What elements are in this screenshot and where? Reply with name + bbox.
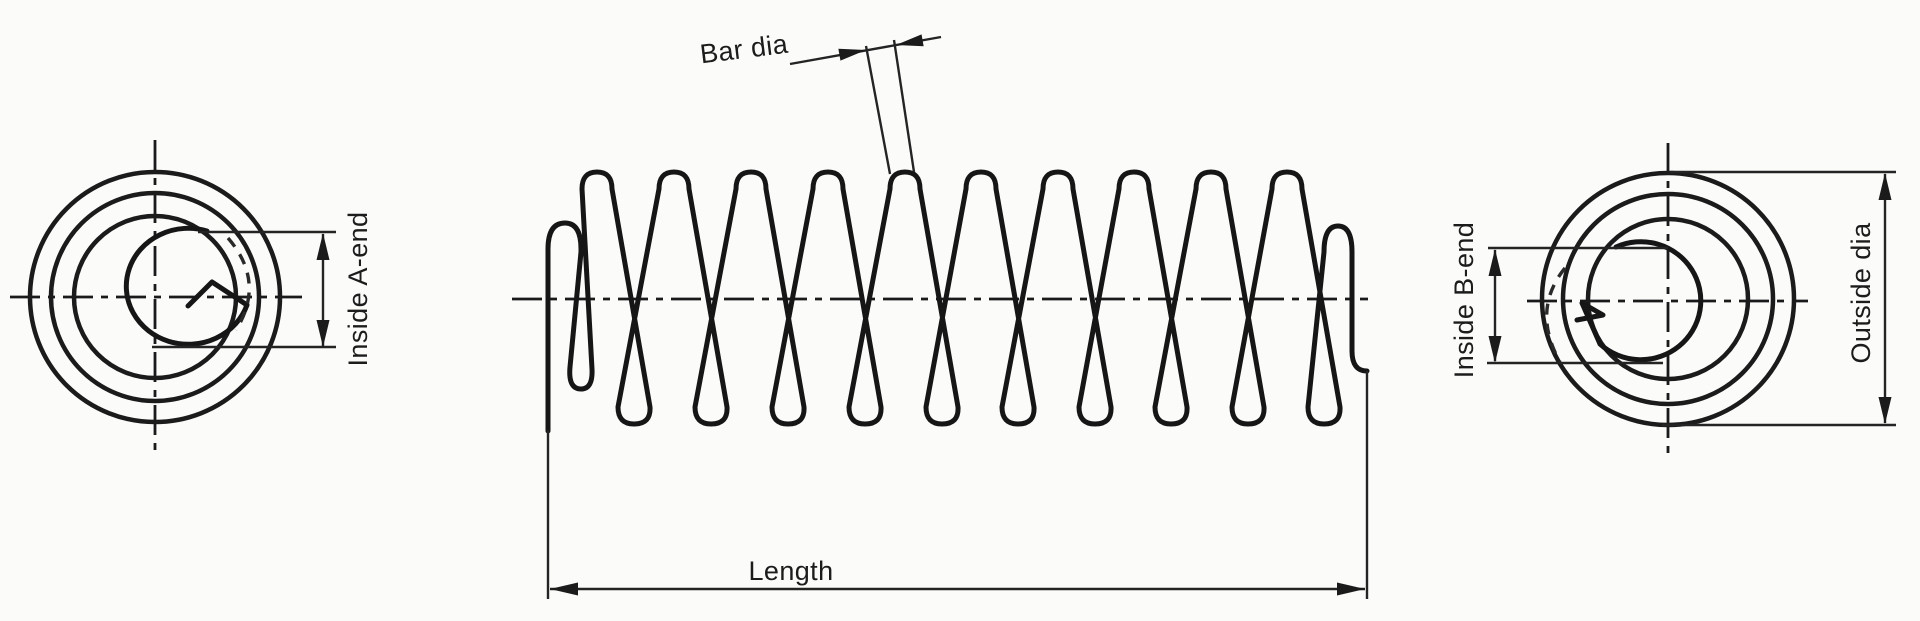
bar-dia-dimension: Bar dia [698,29,942,175]
outside-dia-label: Outside dia [1846,222,1876,364]
bar-dia-arrow-right [896,34,924,47]
outside-dia-arrow-up [1878,173,1892,200]
length-dimension: Length [546,371,1369,599]
right-view-inner-coil [1585,216,1751,382]
left-view-middle-coil [48,190,262,404]
inside-a-end-arrow-up [316,233,330,260]
bar-dia-arrow-left [838,48,866,61]
right-end-view [1527,143,1808,458]
right-view-wire-end-hook [1574,239,1704,363]
inside-a-end-label: Inside A-end [343,212,373,367]
left-view-wire-end-hook [123,225,250,347]
bar-dia-label: Bar dia [698,29,790,70]
left-view-hidden-wire [226,236,251,331]
length-arrow-left [550,582,578,596]
right-view-hidden-wire [1544,266,1567,363]
inside-b-end-label: Inside B-end [1449,222,1479,378]
bar-dia-ext-left [864,45,892,175]
length-arrow-right [1337,582,1365,596]
spring-side-view [512,169,1370,434]
inside-b-end-arrow-up [1488,249,1502,276]
spring-wire [545,169,1370,434]
left-view-outer-coil [27,169,283,425]
inside-a-end-arrow-down [316,320,330,347]
inside-b-end-arrow-down [1488,336,1502,363]
outside-dia-dimension: Outside dia [1662,170,1896,427]
length-label: Length [749,556,834,586]
inside-b-end-dimension: Inside B-end [1449,222,1668,378]
bar-dia-ext-right [892,39,916,173]
left-end-view [10,140,302,452]
right-view-middle-coil [1560,191,1776,407]
outside-dia-arrow-down [1878,397,1892,424]
inside-a-end-dimension: Inside A-end [152,212,373,367]
